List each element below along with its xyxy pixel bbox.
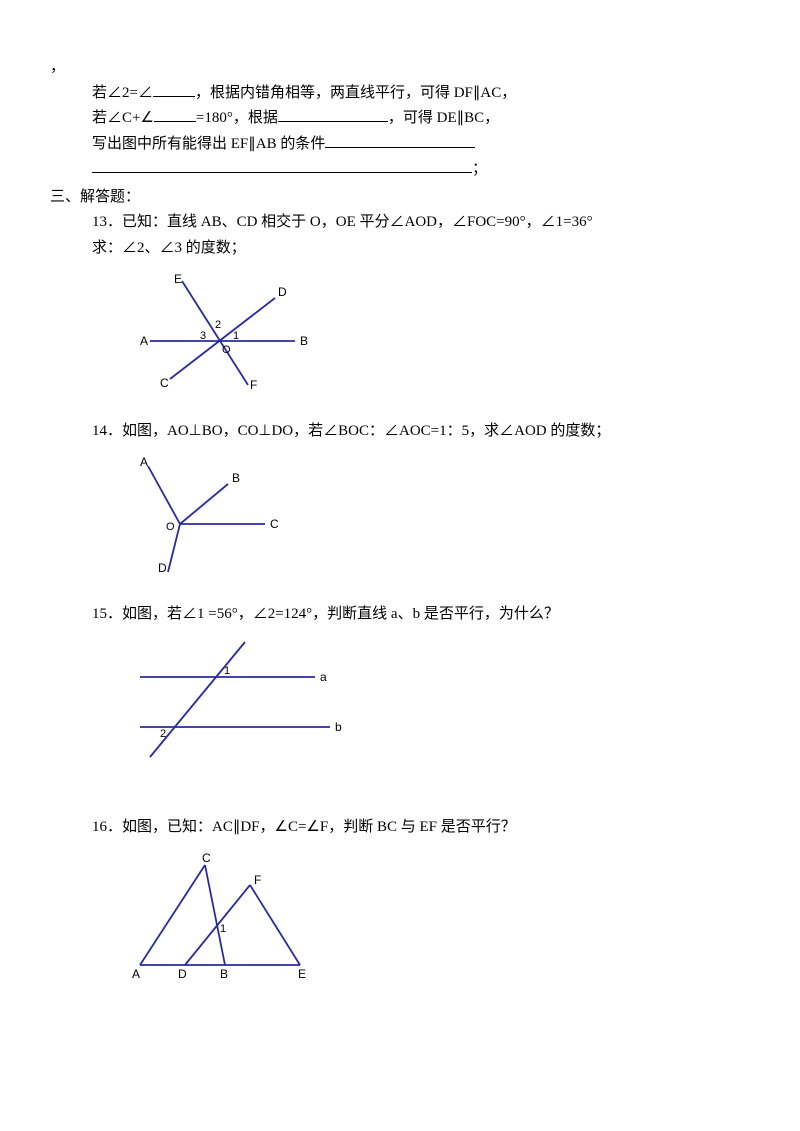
text: ，可得 DE∥BC， [388,110,499,126]
label-B: B [300,334,308,348]
q13-text1: 13．已知：直线 AB、CD 相交于 O，OE 平分∠AOD，∠FOC=90°，… [92,210,750,236]
label-2: 2 [215,319,221,331]
blank [154,106,196,122]
q14-text: 14．如图，AO⊥BO，CO⊥DO，若∠BOC：∠AOC=1：5，求∠AOD 的… [92,419,750,445]
section-heading-3: 三、解答题： [50,185,750,211]
text: 写出图中所有能得出 EF∥AB 的条件 [92,136,325,152]
label-O: O [222,344,231,356]
label-F: F [254,873,261,887]
q15-diagram: a b 1 2 [120,637,750,777]
label-E: E [298,967,306,980]
blank [278,106,388,122]
blank [153,81,195,97]
label-C: C [160,376,169,390]
fill-line-4: ； [92,157,750,183]
label-2: 2 [160,728,166,740]
label-A: A [140,455,148,469]
top-comma: ， [50,55,750,81]
q16-text: 16．如图，已知：AC∥DF，∠C=∠F，判断 BC 与 EF 是否平行？ [92,815,750,841]
blank [92,157,472,173]
fill-line-3: 写出图中所有能得出 EF∥AB 的条件 [92,132,750,158]
label-A: A [132,967,140,980]
q13-text2: 求：∠2、∠3 的度数； [92,236,750,262]
label-A: A [140,334,148,348]
label-O: O [166,521,175,533]
label-E: E [174,272,182,286]
text: ； [472,161,487,177]
label-1: 1 [233,330,239,342]
label-3: 3 [200,330,206,342]
label-1: 1 [220,923,226,935]
label-B: B [232,471,240,485]
label-C: C [202,851,211,865]
label-C: C [270,517,279,531]
label-b: b [335,720,342,734]
text: 若∠C+∠ [92,110,154,126]
label-D: D [278,285,287,299]
text: =180°，根据 [196,110,278,126]
text: 若∠2=∠ [92,85,153,101]
label-B: B [220,967,228,980]
label-1: 1 [224,665,230,677]
q14-diagram: A B C D O [120,454,750,584]
label-D: D [158,561,167,574]
fill-line-1: 若∠2=∠ ，根据内错角相等，两直线平行，可得 DF∥AC， [92,81,750,107]
label-a: a [320,670,327,684]
fill-line-2: 若∠C+∠ =180°，根据 ，可得 DE∥BC， [92,106,750,132]
q16-diagram: A D B E C F 1 [120,850,750,990]
q13-diagram: A B C D E F O 1 2 3 [120,271,750,401]
text: ，根据内错角相等，两直线平行，可得 DF∥AC， [195,85,516,101]
label-D: D [178,967,187,980]
blank [325,132,475,148]
label-F: F [250,378,257,391]
q15-text: 15．如图，若∠1 =56°，∠2=124°，判断直线 a、b 是否平行，为什么… [92,602,750,628]
